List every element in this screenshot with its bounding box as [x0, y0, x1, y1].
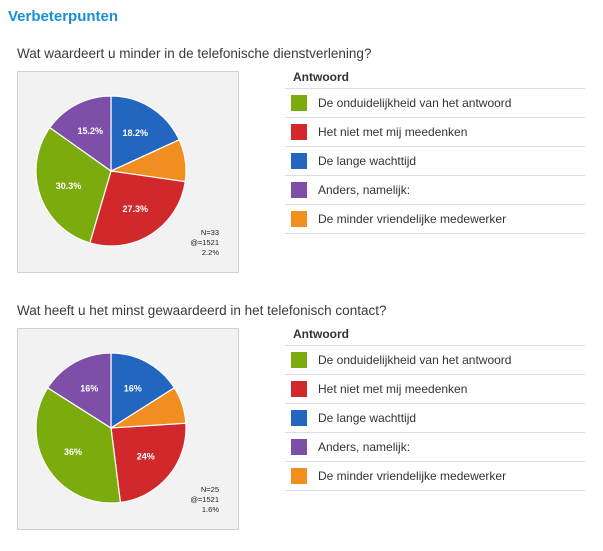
legend-1-item-orange: De minder vriendelijke medewerker	[285, 204, 585, 234]
chart-stat-label: 1.6%	[202, 505, 219, 514]
chart-question-2: Wat heeft u het minst gewaardeerd in het…	[17, 303, 387, 318]
chart-section-2: Wat heeft u het minst gewaardeerd in het…	[0, 303, 603, 543]
legend-1-label: De lange wachttijd	[318, 154, 417, 168]
pie-slice-red	[110, 422, 187, 504]
legend-2-item-blue: De lange wachttijd	[285, 403, 585, 432]
legend-2-label: Anders, namelijk:	[318, 440, 411, 454]
legend-1-label: De onduidelijkheid van het antwoord	[318, 96, 512, 110]
legend-1-label: De minder vriendelijke medewerker	[318, 212, 507, 226]
pie-chart-2: 16% 24% 36% 16% N=25 @=1521 1.6%	[17, 328, 239, 530]
legend-1-label: Anders, namelijk:	[318, 183, 411, 197]
legend-2-item-purple: Anders, namelijk:	[285, 432, 585, 461]
legend-1-item-blue: De lange wachttijd	[285, 146, 585, 175]
pie-slice-label: 18.2%	[123, 128, 149, 138]
legend-2: Antwoord De onduidelijkheid van het antw…	[285, 323, 585, 491]
chart-stat-label: @=1521	[190, 495, 219, 504]
chart-stat-label: N=25	[201, 485, 219, 494]
pie-slice-purple	[48, 95, 112, 173]
pie-slice-label: 16%	[80, 384, 98, 394]
legend-swatch-orange	[291, 468, 307, 484]
pie-slice-label: 15.2%	[78, 126, 104, 136]
legend-2-label: De minder vriendelijke medewerker	[318, 469, 507, 483]
legend-swatch-green	[291, 352, 307, 368]
chart-question-1: Wat waardeert u minder in de telefonisch…	[17, 46, 372, 61]
pie-slice-green	[35, 386, 122, 504]
legend-swatch-orange	[291, 211, 307, 227]
legend-2-label: De onduidelijkheid van het antwoord	[318, 353, 512, 367]
legend-swatch-purple	[291, 439, 307, 455]
legend-1-item-red: Het niet met mij meedenken	[285, 117, 585, 146]
chart-stat-label: @=1521	[190, 238, 219, 247]
page-title: Verbeterpunten	[8, 8, 119, 25]
legend-swatch-blue	[291, 410, 307, 426]
legend-swatch-purple	[291, 182, 307, 198]
pie-slice-label: 27.3%	[123, 204, 149, 214]
pie-slice-label: 16%	[124, 384, 142, 394]
legend-swatch-blue	[291, 153, 307, 169]
legend-2-label: Het niet met mij meedenken	[318, 382, 468, 396]
legend-2-item-red: Het niet met mij meedenken	[285, 374, 585, 403]
pie-slice-blue	[110, 352, 176, 430]
legend-1-label: Het niet met mij meedenken	[318, 125, 468, 139]
chart-stat-label: 2.2%	[202, 248, 219, 257]
legend-2-item-green: De onduidelijkheid van het antwoord	[285, 345, 585, 374]
legend-2-label: De lange wachttijd	[318, 411, 417, 425]
pie-slice-red	[89, 170, 186, 247]
legend-swatch-red	[291, 124, 307, 140]
pie-slice-green	[35, 126, 112, 244]
legend-1: Antwoord De onduidelijkheid van het antw…	[285, 66, 585, 234]
pie-chart-1: 18.2% 27.3% 30.3% 15.2% N=33 @=1521 2.2%	[17, 71, 239, 273]
pie-slice-label: 36%	[64, 447, 82, 457]
legend-2-item-orange: De minder vriendelijke medewerker	[285, 461, 585, 491]
pie-slice-label: 30.3%	[56, 181, 82, 191]
pie-slice-blue	[110, 95, 181, 172]
legend-2-header: Antwoord	[293, 327, 349, 341]
pie-slice-label: 24%	[137, 452, 155, 462]
legend-swatch-red	[291, 381, 307, 397]
chart-section-1: Wat waardeert u minder in de telefonisch…	[0, 46, 603, 286]
legend-swatch-green	[291, 95, 307, 111]
legend-1-item-green: De onduidelijkheid van het antwoord	[285, 88, 585, 117]
legend-1-item-purple: Anders, namelijk:	[285, 175, 585, 204]
legend-1-header: Antwoord	[293, 70, 349, 84]
chart-stat-label: N=33	[201, 228, 219, 237]
pie-slice-purple	[46, 352, 112, 430]
